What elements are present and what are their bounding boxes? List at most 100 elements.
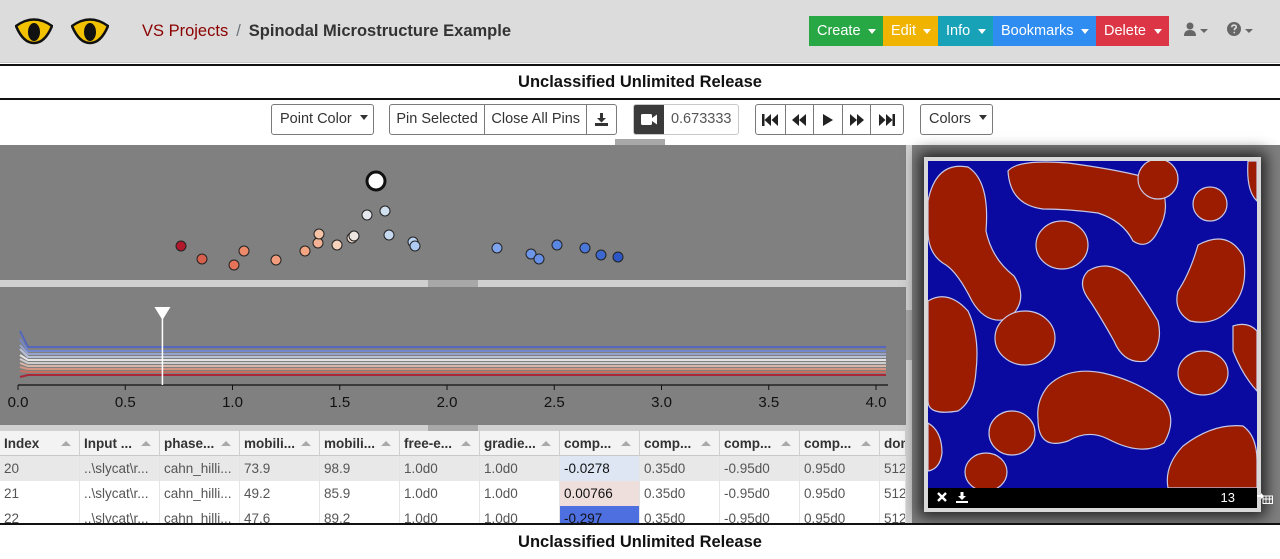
sort-arrow-icon[interactable] — [61, 441, 71, 446]
splitter-grip[interactable] — [428, 280, 478, 287]
close-all-pins-button[interactable]: Close All Pins — [485, 105, 588, 134]
breadcrumb-projects-link[interactable]: VS Projects — [142, 22, 229, 40]
scatter-point[interactable] — [313, 228, 325, 240]
chevron-down-icon — [978, 115, 987, 120]
scatter-point[interactable] — [612, 251, 624, 263]
column-header[interactable]: comp... — [720, 431, 800, 456]
scatter-point[interactable] — [579, 242, 591, 254]
timeline-plot[interactable]: 0.0 0.5 1.0 1.5 2.0 2.5 3.0 3.5 4.0 — [0, 287, 906, 425]
scatterplot-pane[interactable] — [0, 145, 906, 280]
create-menu-button[interactable]: Create — [809, 16, 883, 46]
table-row[interactable]: 20 ..\slycat\r... cahn_hilli... 73.9 98.9 1.0… — [0, 456, 906, 481]
sort-arrow-icon[interactable] — [141, 441, 151, 446]
column-header[interactable]: Index — [0, 431, 80, 456]
scatter-point[interactable] — [525, 248, 537, 260]
bookmarks-menu-button[interactable]: Bookmarks — [993, 16, 1096, 46]
sort-arrow-icon[interactable] — [861, 441, 871, 446]
scatter-point[interactable] — [533, 253, 545, 265]
table-cell: 512 — [880, 506, 906, 523]
sort-arrow-icon[interactable] — [701, 441, 711, 446]
play-button[interactable] — [814, 105, 843, 134]
scatter-point[interactable] — [379, 205, 391, 217]
parameter-timeline-pane[interactable]: 0.0 0.5 1.0 1.5 2.0 2.5 3.0 3.5 4.0 — [0, 287, 906, 425]
table-cell: 73.9 — [240, 456, 320, 481]
selected-point-marker[interactable] — [365, 170, 387, 192]
pinned-image-frame[interactable]: 13 — [924, 157, 1273, 512]
scatter-point[interactable] — [361, 209, 373, 221]
column-header[interactable]: phase... — [160, 431, 240, 456]
point-color-dropdown[interactable]: Point Color — [271, 104, 374, 135]
sort-arrow-icon[interactable] — [381, 441, 391, 446]
download-icon — [956, 492, 968, 503]
pin-selected-button[interactable]: Pin Selected — [390, 105, 486, 134]
scatter-point[interactable] — [196, 253, 208, 265]
column-header[interactable]: mobili... — [320, 431, 400, 456]
user-menu-button[interactable] — [1184, 22, 1208, 41]
scatter-point[interactable] — [228, 259, 240, 271]
column-header[interactable]: dom — [880, 431, 906, 456]
table-row[interactable]: 22 ..\slycat\r... cahn_hilli... 47.6 89.2 1.0… — [0, 506, 906, 523]
info-menu-button[interactable]: Info — [938, 16, 993, 46]
sort-arrow-icon[interactable] — [461, 441, 471, 446]
scatterplot[interactable] — [0, 145, 906, 280]
horizontal-splitter[interactable] — [0, 425, 906, 431]
column-header[interactable]: comp... — [560, 431, 640, 456]
table-cell: cahn_hilli... — [160, 456, 240, 481]
sort-arrow-icon[interactable] — [541, 441, 551, 446]
image-toolbar: 13 — [928, 488, 1273, 508]
last-frame-button[interactable] — [871, 105, 903, 134]
column-header[interactable]: comp... — [800, 431, 880, 456]
column-header[interactable]: free-e... — [400, 431, 480, 456]
classification-banner-top: Unclassified Unlimited Release — [0, 64, 1280, 100]
colors-dropdown[interactable]: Colors — [920, 104, 993, 135]
column-header-label: dom — [884, 436, 905, 451]
scatter-point[interactable] — [299, 245, 311, 257]
edit-menu-button[interactable]: Edit — [883, 16, 938, 46]
sort-arrow-icon[interactable] — [781, 441, 791, 446]
x-axis-tick-label: 3.5 — [758, 394, 779, 411]
table-cell: ..\slycat\r... — [80, 481, 160, 506]
table-cell: 89.2 — [320, 506, 400, 523]
scatter-point[interactable] — [595, 249, 607, 261]
column-header[interactable]: Input ... — [80, 431, 160, 456]
scatter-point[interactable] — [409, 240, 421, 252]
vertical-splitter[interactable] — [906, 145, 912, 523]
splitter-grip[interactable] — [428, 425, 478, 431]
table-cell: 1.0d0 — [480, 481, 560, 506]
scatter-point[interactable] — [348, 230, 360, 242]
splitter-grip[interactable] — [906, 310, 912, 360]
first-frame-button[interactable] — [756, 105, 786, 134]
previous-frame-button[interactable] — [786, 105, 815, 134]
table-row[interactable]: 21 ..\slycat\r... cahn_hilli... 49.2 85.9 1.0… — [0, 481, 906, 506]
data-table: Index Input ... phase... mobili... mobili...… — [0, 431, 906, 523]
scatter-point[interactable] — [551, 239, 563, 251]
scatter-point[interactable] — [175, 240, 187, 252]
video-camera-button[interactable] — [634, 105, 665, 134]
column-header[interactable]: comp... — [640, 431, 720, 456]
table-link-icon — [1257, 493, 1273, 504]
scatter-point[interactable] — [383, 229, 395, 241]
breadcrumb: VS Projects / Spinodal Microstructure Exam… — [142, 22, 511, 41]
scatter-point[interactable] — [331, 239, 343, 251]
delete-menu-button[interactable]: Delete — [1096, 16, 1169, 46]
scatter-point[interactable] — [491, 242, 503, 254]
slycat-logo-eye-icon — [71, 18, 109, 45]
column-header[interactable]: mobili... — [240, 431, 320, 456]
help-menu-button[interactable] — [1227, 22, 1253, 41]
scatter-point[interactable] — [238, 245, 250, 257]
scatter-point[interactable] — [270, 254, 282, 266]
chevron-down-icon — [1245, 29, 1253, 33]
column-header[interactable]: gradie... — [480, 431, 560, 456]
table-cell: 0.35d0 — [640, 456, 720, 481]
time-cursor-handle-icon[interactable] — [154, 307, 171, 320]
scatter-point[interactable] — [312, 237, 324, 249]
sort-arrow-icon[interactable] — [221, 441, 231, 446]
download-button[interactable] — [587, 105, 616, 134]
horizontal-splitter[interactable] — [0, 280, 906, 287]
sort-arrow-icon[interactable] — [621, 441, 631, 446]
pane-resize-handle[interactable] — [615, 139, 665, 145]
x-axis-tick-label: 0.5 — [115, 394, 136, 411]
sort-arrow-icon[interactable] — [301, 441, 311, 446]
table-cell: 0.95d0 — [800, 506, 880, 523]
next-frame-button[interactable] — [843, 105, 872, 134]
